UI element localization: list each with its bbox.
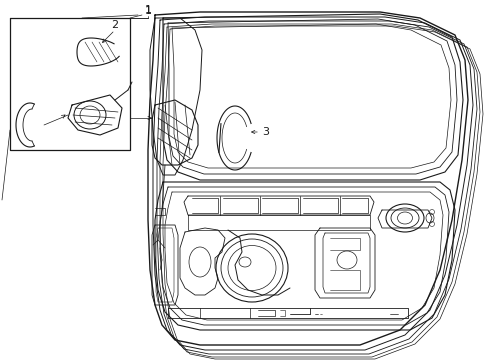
Text: 3: 3 [262,127,268,137]
Text: 1: 1 [144,6,151,16]
Text: 2: 2 [111,20,118,30]
Text: 1: 1 [144,5,151,15]
